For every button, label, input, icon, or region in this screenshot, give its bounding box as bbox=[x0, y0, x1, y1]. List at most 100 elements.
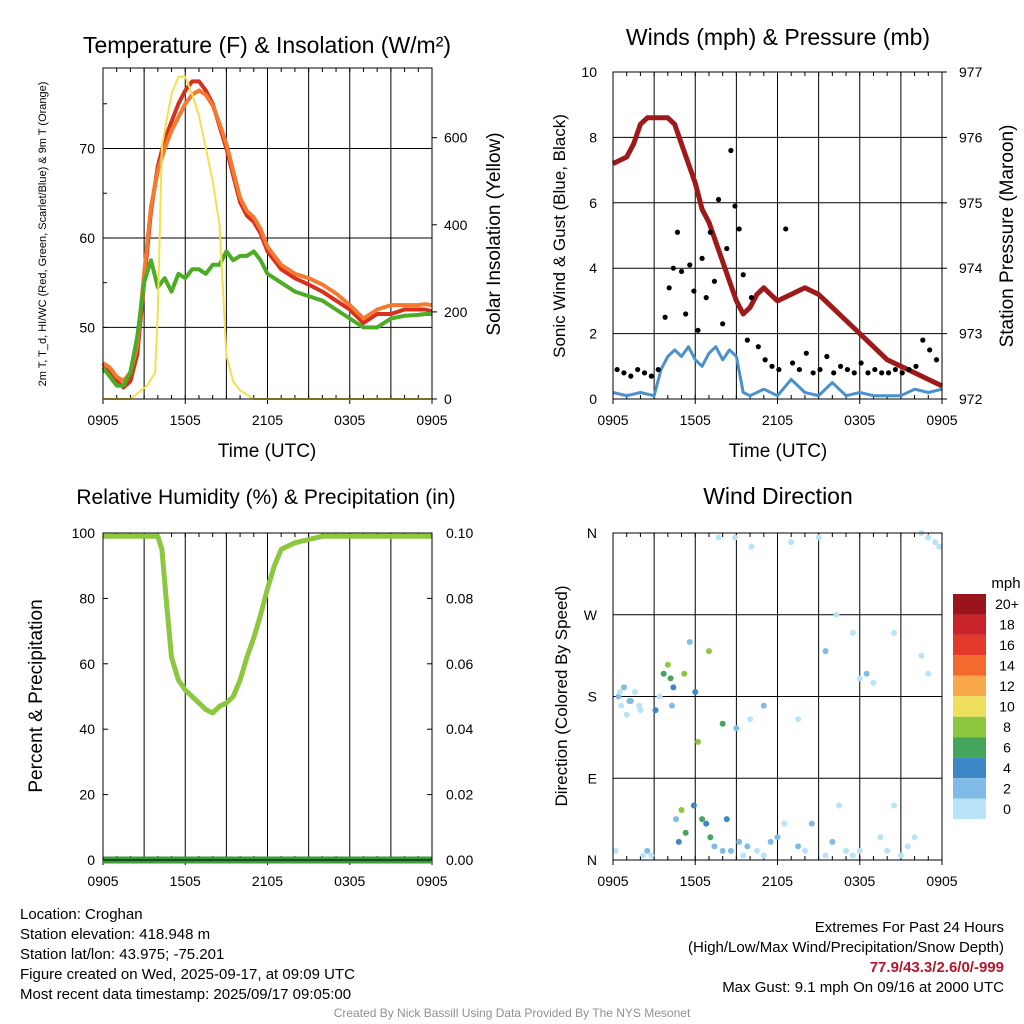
gust-point bbox=[920, 337, 926, 343]
y-tick-label: 6 bbox=[589, 195, 597, 211]
y-tick-label: 60 bbox=[79, 656, 95, 672]
direction-point bbox=[692, 688, 699, 695]
direction-point bbox=[795, 716, 802, 723]
plot-area-0: 0905 1505 2105 0305 0905 50 60 70 0 200 400 600 bbox=[79, 67, 468, 428]
gust-point bbox=[817, 366, 823, 373]
direction-point bbox=[668, 702, 675, 709]
direction-point bbox=[849, 629, 856, 636]
series-line-t-d bbox=[101, 249, 432, 388]
direction-point bbox=[760, 702, 767, 709]
direction-point bbox=[748, 543, 755, 550]
direction-point bbox=[795, 843, 802, 850]
direction-ylabel: Direction (Colored By Speed) bbox=[552, 585, 571, 806]
direction-point bbox=[936, 543, 943, 550]
direction-point bbox=[801, 847, 808, 854]
gust-point bbox=[803, 350, 809, 356]
gust-point bbox=[879, 370, 885, 376]
gust-point bbox=[740, 272, 746, 278]
colorbar: 20+ 18 16 14 12 10 8 6 4 2 0 bbox=[953, 594, 1019, 819]
gust-point bbox=[913, 363, 919, 369]
gust-point bbox=[851, 370, 857, 376]
direction-point bbox=[715, 534, 722, 541]
station-elevation: Station elevation: 418.948 m bbox=[20, 926, 211, 943]
direction-point bbox=[740, 852, 747, 859]
gust-point bbox=[628, 373, 634, 379]
x-tick-label: 0305 bbox=[334, 873, 365, 889]
winds-panel: Winds (mph) & Pressure (mb) Time (UTC) S… bbox=[550, 24, 1018, 462]
gust-point bbox=[732, 203, 738, 209]
direction-point bbox=[911, 834, 918, 841]
gust-point bbox=[691, 288, 697, 294]
colorbar-label: 18 bbox=[999, 617, 1015, 633]
colorbar-swatch bbox=[953, 675, 986, 697]
direction-point bbox=[682, 829, 689, 836]
gust-point bbox=[933, 357, 940, 363]
gust-point bbox=[648, 373, 654, 379]
series-line-sonic-wind bbox=[612, 345, 943, 398]
gust-point bbox=[762, 357, 768, 363]
y-tick-label: W bbox=[584, 607, 598, 623]
y-tick-label: 0 bbox=[589, 391, 597, 407]
winds-ylabel: Sonic Wind & Gust (Blue, Black) bbox=[550, 114, 569, 358]
direction-point bbox=[836, 802, 843, 809]
gust-point bbox=[678, 268, 685, 275]
plot-frame bbox=[612, 71, 943, 400]
x-tick-label: 0905 bbox=[87, 873, 118, 889]
y2-tick-label: 973 bbox=[959, 326, 983, 342]
temperature-xlabel: Time (UTC) bbox=[218, 441, 317, 462]
direction-point bbox=[660, 670, 667, 677]
x-tick-label: 0305 bbox=[844, 412, 875, 428]
direction-point bbox=[829, 838, 836, 845]
direction-point bbox=[918, 652, 925, 659]
direction-point bbox=[719, 720, 726, 727]
gust-point bbox=[892, 366, 898, 373]
x-tick-label: 1505 bbox=[170, 412, 201, 428]
direction-point bbox=[656, 693, 663, 700]
max-gust: Max Gust: 9.1 mph On 09/16 at 2000 UTC bbox=[722, 979, 1004, 996]
direction-point bbox=[711, 843, 718, 850]
y-tick-label: 0 bbox=[87, 852, 95, 868]
direction-point bbox=[877, 834, 884, 841]
direction-point bbox=[788, 539, 795, 546]
temperature-panel: Temperature (F) & Insolation (W/m²) Time… bbox=[37, 32, 505, 462]
y2-tick-label: 972 bbox=[959, 391, 983, 407]
direction-point bbox=[631, 688, 638, 695]
y-tick-label: 60 bbox=[79, 230, 95, 246]
y-tick-label: 100 bbox=[72, 525, 96, 541]
humidity-ylabel: Percent & Precipitation bbox=[26, 599, 47, 792]
gust-point bbox=[662, 314, 668, 320]
direction-point bbox=[774, 834, 781, 841]
direction-point bbox=[686, 639, 693, 645]
y-tick-label: 8 bbox=[589, 129, 597, 145]
direction-point bbox=[615, 693, 622, 700]
direction-point bbox=[753, 847, 760, 854]
y-tick-label: 2 bbox=[589, 326, 597, 342]
y2-tick-label: 0.10 bbox=[446, 525, 473, 541]
direction-point bbox=[781, 820, 788, 827]
station-info: Location: Croghan Station elevation: 418… bbox=[20, 905, 355, 1005]
direction-point bbox=[705, 648, 712, 655]
gust-point bbox=[736, 226, 742, 232]
gust-point bbox=[906, 366, 912, 373]
colorbar-label: 6 bbox=[1003, 739, 1011, 755]
direction-point bbox=[618, 702, 625, 709]
gust-point bbox=[844, 366, 851, 373]
direction-point bbox=[694, 738, 701, 745]
direction-point bbox=[747, 716, 754, 723]
direction-point bbox=[673, 816, 680, 823]
gust-point bbox=[728, 147, 734, 154]
extremes-box: Extremes For Past 24 Hours (High/Low/Max… bbox=[688, 918, 1004, 998]
direction-point bbox=[667, 675, 674, 682]
colorbar-swatch bbox=[953, 696, 986, 717]
y2-tick-label: 974 bbox=[959, 260, 983, 276]
y-tick-label: E bbox=[588, 770, 597, 786]
direction-point bbox=[767, 838, 774, 845]
colorbar-label: 10 bbox=[999, 699, 1015, 715]
direction-point bbox=[856, 675, 863, 682]
direction-point bbox=[733, 725, 740, 732]
gust-point bbox=[872, 366, 878, 373]
figure-created: Figure created on Wed, 2025-09-17, at 09… bbox=[20, 966, 355, 983]
gust-point bbox=[755, 344, 761, 350]
direction-point bbox=[925, 534, 932, 541]
